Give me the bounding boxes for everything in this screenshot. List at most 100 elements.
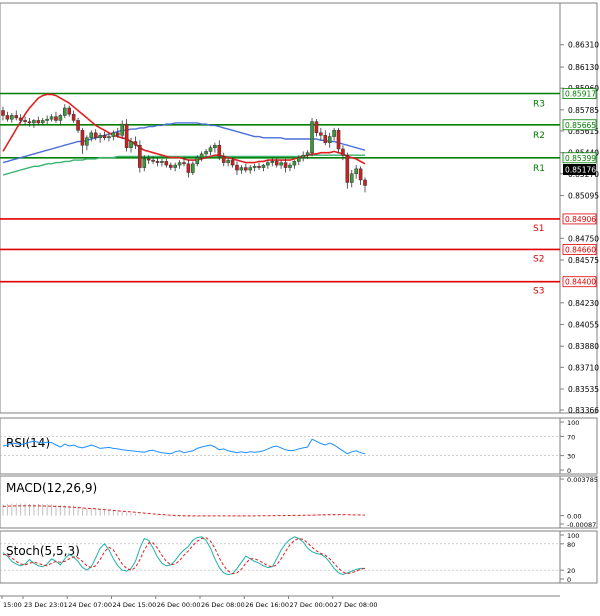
candle-bear <box>314 121 319 134</box>
rsi-tick-label: 0 <box>567 467 571 475</box>
current-price-tag <box>563 164 596 175</box>
candle-bear <box>244 167 248 171</box>
level-price-tag <box>562 276 597 288</box>
price-tick-label: 0.84750 <box>568 234 599 243</box>
candle-bull <box>142 158 147 168</box>
candle-bear <box>124 123 129 148</box>
candle-bull <box>288 164 292 168</box>
time-tick-label: 27 Dec 00:00 <box>290 601 334 609</box>
stoch-tick-label: 20 <box>567 567 575 575</box>
time-tick-label: 27 Dec 08:00 <box>334 601 378 609</box>
candle-bull <box>129 141 133 148</box>
time-axis: 15:00 23 Dec 23:01 24 Dec 07:00 24 Dec 15:0… <box>0 595 560 609</box>
candle-bull <box>107 136 111 139</box>
candle-bear <box>323 135 328 144</box>
candle-bear <box>93 132 98 139</box>
macd-tick-label: -0.00087 <box>567 521 596 529</box>
candle-bull <box>10 115 14 120</box>
stoch-tick-label: 0 <box>567 576 571 584</box>
candle-bear <box>36 120 41 124</box>
candle-bull <box>120 123 124 136</box>
rsi-tick-label: 70 <box>567 433 575 441</box>
candle-bear <box>71 113 76 121</box>
candle-bull <box>279 162 283 166</box>
level-price-label: 0.85665 <box>565 121 596 130</box>
macd-signal-line <box>2 505 366 517</box>
candle-bear <box>283 162 288 168</box>
rsi-line <box>2 438 366 455</box>
candle-bear <box>146 158 151 161</box>
candle-bear <box>363 179 367 186</box>
price-tick-label: 0.86130 <box>568 63 599 72</box>
macd-axis-frame <box>559 475 598 529</box>
candle-bear <box>1 110 5 116</box>
candle-bear <box>230 159 235 166</box>
price-tick-label: 0.86310 <box>568 41 599 50</box>
time-tick-label: 23 Dec 23:01 <box>24 601 68 609</box>
candle-bear <box>345 154 350 183</box>
candle-bull <box>63 107 67 116</box>
candle-bear <box>80 130 85 146</box>
candle-bear <box>115 132 120 136</box>
rsi-axis-frame <box>559 417 598 475</box>
stoch-tick-label: 80 <box>567 541 575 549</box>
current-price-label: 0.85176 <box>565 166 596 175</box>
candle-bear <box>54 116 58 121</box>
time-tick-label: 15:00 <box>3 601 22 609</box>
candle-bull <box>32 120 36 124</box>
candle-bear <box>274 161 279 166</box>
candle-bear <box>341 148 345 156</box>
candle-bull <box>195 157 200 165</box>
candle-bear <box>257 166 261 168</box>
candle-bull <box>45 118 49 121</box>
candle-bear <box>168 164 173 168</box>
level-price-tag <box>562 213 597 225</box>
level-price-label: 0.84400 <box>565 278 596 287</box>
candle-bull <box>40 120 45 124</box>
rsi-pane-frame <box>0 417 561 475</box>
candle-bull <box>85 137 89 146</box>
candle-bull <box>204 151 208 155</box>
price-pane: 0.863100.861300.859600.857850.856150.854… <box>0 2 599 415</box>
candle-bear <box>67 107 72 115</box>
time-tick-label: 24 Dec 07:00 <box>68 601 112 609</box>
candle-bear <box>133 141 138 146</box>
macd-tick-label: 0.00 <box>567 513 581 521</box>
candle-bull <box>349 173 354 183</box>
level-price-label: 0.85917 <box>565 89 596 98</box>
ma-blue-line <box>2 122 366 164</box>
level-name-s2: S2 <box>533 254 544 264</box>
candle-bull <box>58 115 63 121</box>
time-tick-label: 24 Dec 15:00 <box>113 601 157 609</box>
price-axis-frame <box>559 2 598 414</box>
price-tick-label: 0.84230 <box>568 299 599 308</box>
candle-bull <box>98 135 102 139</box>
stoch-main-line <box>2 536 365 576</box>
candle-bull <box>89 132 94 139</box>
level-price-tag <box>562 152 597 164</box>
level-price-tag <box>562 119 597 131</box>
candle-bull <box>199 153 204 158</box>
stoch-pane-frame <box>0 530 561 584</box>
candle-bear <box>182 162 186 165</box>
macd-pane: MACD(12,26,9) 0.003785 0.00-0.00087 <box>0 475 598 529</box>
candle-bear <box>102 135 107 139</box>
candle-bull <box>252 166 257 168</box>
price-tick-label: 0.83366 <box>568 406 599 415</box>
price-tick-label: 0.83535 <box>568 385 599 394</box>
candle-bull <box>226 159 230 163</box>
candle-bull <box>266 162 270 166</box>
time-tick-label: 26 Dec 08:00 <box>201 601 245 609</box>
candle-bull <box>191 163 195 173</box>
candle-bull <box>301 154 305 158</box>
level-price-label: 0.84906 <box>565 215 596 224</box>
candle-bear <box>151 159 155 162</box>
candle-bear <box>76 120 80 131</box>
candle-bull <box>310 121 314 153</box>
candle-bear <box>5 115 10 120</box>
candle-bull <box>49 116 54 120</box>
rsi-tick-label: 100 <box>567 419 579 427</box>
candle-bear <box>217 144 222 157</box>
